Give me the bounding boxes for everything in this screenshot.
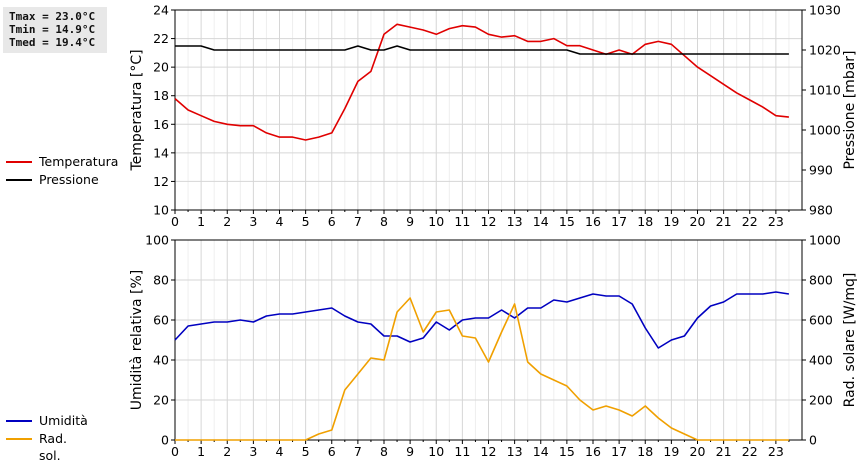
- tick-label-right: 0: [809, 433, 817, 448]
- stat-tmin: Tmin = 14.9°C: [9, 23, 96, 36]
- tick-label-x: 8: [380, 214, 388, 229]
- tick-label-x: 12: [481, 444, 497, 459]
- legend-label: Pressione: [39, 172, 99, 187]
- tick-label-x: 20: [690, 214, 706, 229]
- legend-swatch: [6, 179, 32, 181]
- tick-label-x: 7: [354, 444, 362, 459]
- tick-label-left: 24: [153, 3, 169, 18]
- axis-title-left: Umidità relativa [%]: [129, 270, 145, 411]
- tick-label-left: 0: [161, 433, 169, 448]
- axis-title-right: Pressione [mbar]: [842, 50, 858, 169]
- tick-label-x: 1: [197, 214, 205, 229]
- tick-label-x: 21: [716, 444, 732, 459]
- tick-label-x: 10: [428, 444, 444, 459]
- tick-label-x: 13: [507, 214, 523, 229]
- tick-label-left: 20: [153, 60, 169, 75]
- tick-label-left: 14: [153, 145, 169, 160]
- tick-label-x: 0: [171, 444, 179, 459]
- tick-label-x: 23: [768, 444, 784, 459]
- tick-label-right: 600: [809, 313, 833, 328]
- tick-label-x: 6: [328, 214, 336, 229]
- legend-label: Umidità: [39, 413, 88, 428]
- tick-label-x: 11: [454, 214, 470, 229]
- legend-swatch: [6, 438, 32, 440]
- tick-label-x: 22: [742, 214, 758, 229]
- tick-label-left: 80: [153, 273, 169, 288]
- tick-label-x: 2: [223, 444, 231, 459]
- tick-label-left: 10: [153, 203, 169, 218]
- axis-title-left: Temperatura [°C]: [129, 49, 145, 171]
- tick-label-right: 1030: [809, 3, 841, 18]
- tick-label-x: 5: [302, 214, 310, 229]
- tick-label-x: 1: [197, 444, 205, 459]
- tick-label-right: 200: [809, 393, 833, 408]
- tick-label-right: 990: [809, 163, 833, 178]
- tick-label-right: 1000: [809, 233, 841, 248]
- tick-label-x: 4: [276, 214, 284, 229]
- series-line-temperatura: [174, 23, 789, 141]
- tick-label-x: 2: [223, 214, 231, 229]
- tick-label-x: 20: [690, 444, 706, 459]
- legend-label: Rad. sol.: [39, 431, 67, 463]
- tick-label-x: 9: [406, 444, 414, 459]
- tick-label-left: 40: [153, 353, 169, 368]
- stats-box: Tmax = 23.0°C Tmin = 14.9°C Tmed = 19.4°…: [3, 7, 107, 53]
- legend-swatch: [6, 420, 32, 422]
- tick-label-right: 800: [809, 273, 833, 288]
- tick-label-x: 10: [428, 214, 444, 229]
- tick-label-x: 14: [533, 444, 549, 459]
- tick-label-x: 17: [611, 214, 627, 229]
- tick-label-x: 17: [611, 444, 627, 459]
- plot-frame: [174, 9, 803, 211]
- tick-label-left: 16: [153, 117, 169, 132]
- axis-title-right: Rad. solare [W/mq]: [842, 273, 858, 408]
- tick-label-x: 12: [481, 214, 497, 229]
- stat-tmed: Tmed = 19.4°C: [9, 36, 96, 49]
- tick-label-x: 11: [454, 444, 470, 459]
- tick-label-x: 3: [249, 444, 257, 459]
- tick-label-x: 19: [663, 214, 679, 229]
- tick-label-x: 3: [249, 214, 257, 229]
- tick-label-x: 14: [533, 214, 549, 229]
- tick-label-right: 1020: [809, 43, 841, 58]
- tick-label-x: 15: [559, 214, 575, 229]
- tick-label-left: 20: [153, 393, 169, 408]
- tick-label-x: 16: [585, 214, 601, 229]
- tick-label-right: 1000: [809, 123, 841, 138]
- tick-label-left: 100: [145, 233, 169, 248]
- tick-label-x: 16: [585, 444, 601, 459]
- series-line-pressione: [175, 45, 789, 55]
- tick-label-right: 980: [809, 203, 833, 218]
- tick-label-x: 4: [276, 444, 284, 459]
- tick-label-x: 21: [716, 214, 732, 229]
- tick-label-x: 7: [354, 214, 362, 229]
- tick-label-x: 0: [171, 214, 179, 229]
- tick-label-x: 9: [406, 214, 414, 229]
- tick-label-x: 6: [328, 444, 336, 459]
- tick-label-x: 15: [559, 444, 575, 459]
- tick-label-x: 5: [302, 444, 310, 459]
- tick-label-left: 18: [153, 88, 169, 103]
- tick-label-x: 8: [380, 444, 388, 459]
- legend-swatch: [6, 161, 32, 163]
- tick-label-right: 1010: [809, 83, 841, 98]
- tick-label-x: 19: [663, 444, 679, 459]
- stat-tmax: Tmax = 23.0°C: [9, 10, 96, 23]
- tick-label-x: 13: [507, 444, 523, 459]
- series-line-rad-sol-: [175, 297, 789, 441]
- tick-label-x: 22: [742, 444, 758, 459]
- legend-label: Temperatura: [39, 154, 119, 169]
- tick-label-left: 60: [153, 313, 169, 328]
- tick-label-x: 18: [637, 444, 653, 459]
- tick-label-left: 12: [153, 174, 169, 189]
- tick-label-x: 18: [637, 214, 653, 229]
- tick-label-right: 400: [809, 353, 833, 368]
- series-line-umidit-: [174, 291, 790, 349]
- tick-label-x: 23: [768, 214, 784, 229]
- tick-label-left: 22: [153, 31, 169, 46]
